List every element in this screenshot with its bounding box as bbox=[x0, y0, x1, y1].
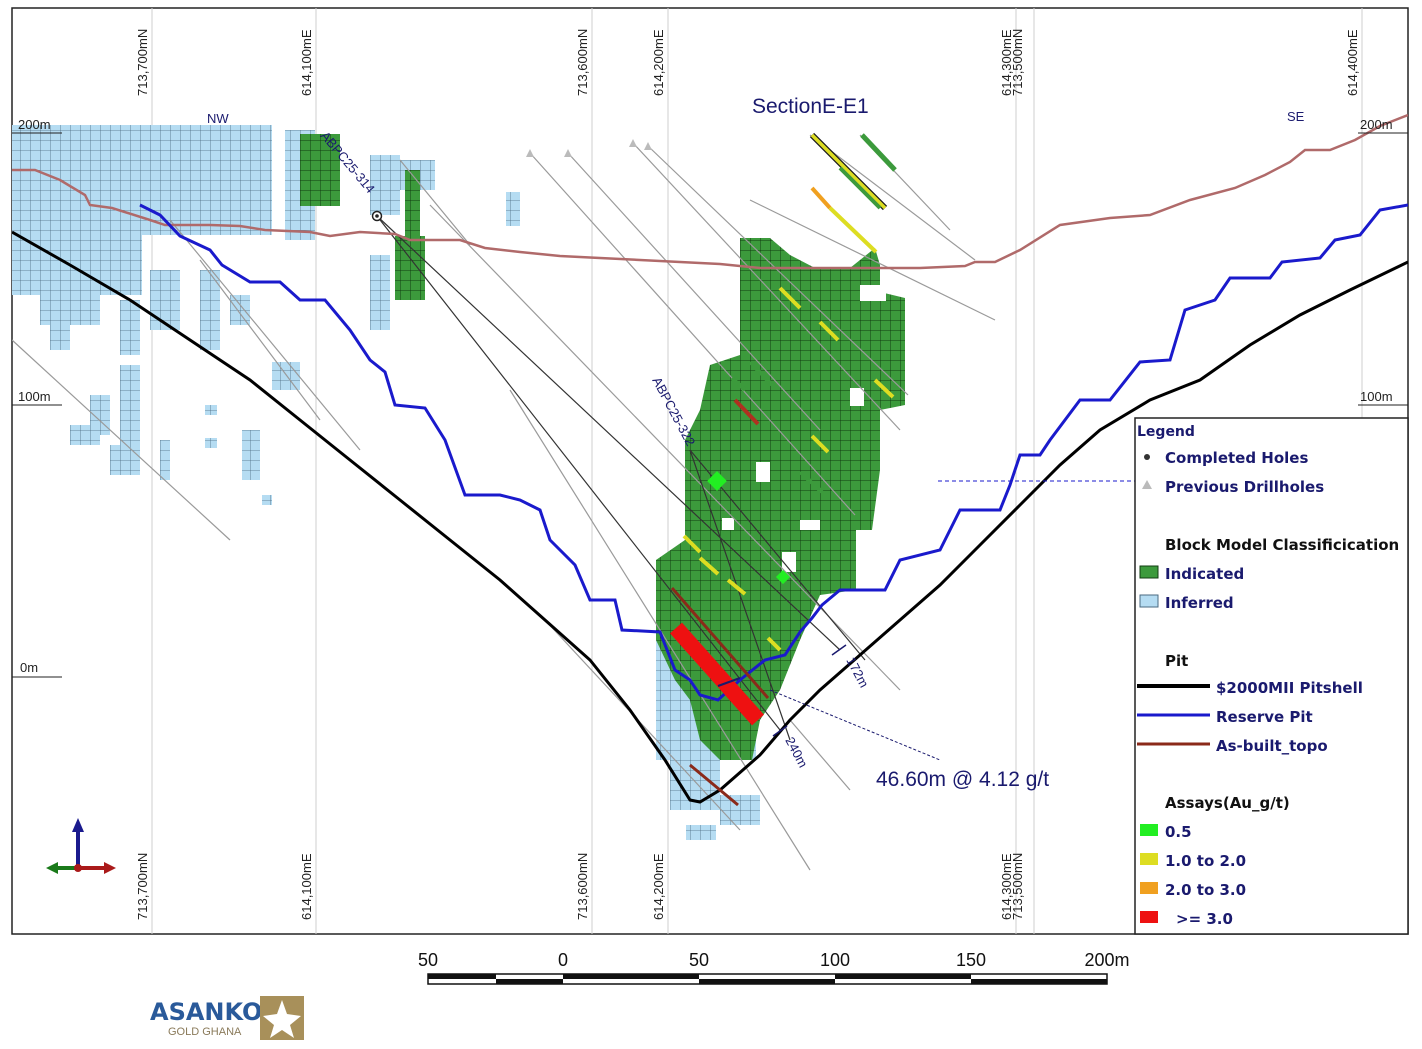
logo-name: ASANKO bbox=[150, 998, 262, 1026]
grid-label-bottom-2: 614,100mE bbox=[299, 853, 314, 920]
elevation-labels: 200m 100m 0m 200m 100m bbox=[12, 117, 1408, 678]
grid-label-top-2: 614,100mE bbox=[299, 29, 314, 96]
elev-left-200: 200m bbox=[18, 117, 51, 132]
assay-1-2-swatch bbox=[1140, 853, 1158, 865]
assay-05-swatch bbox=[1140, 824, 1158, 836]
legend-title: Legend bbox=[1137, 424, 1195, 440]
intercept-leader-line bbox=[769, 689, 941, 761]
assay-2-3-swatch bbox=[1140, 882, 1158, 894]
legend-assay-1: 0.5 bbox=[1165, 823, 1192, 841]
grid-label-top-6: 713,500mN bbox=[1010, 29, 1025, 96]
axis-orientation-icon bbox=[46, 818, 116, 874]
legend-previous-drillholes: Previous Drillholes bbox=[1165, 478, 1324, 496]
grid-label-top-4: 614,200mE bbox=[651, 29, 666, 96]
grid-label-bottom-6: 713,500mN bbox=[1010, 853, 1025, 920]
grid-labels-bottom: 713,700mN 614,100mE 713,600mN 614,200mE … bbox=[135, 853, 1025, 920]
elev-left-0: 0m bbox=[20, 660, 38, 675]
legend-assay-3: 2.0 to 3.0 bbox=[1165, 881, 1246, 899]
reserve-pit-line bbox=[139, 203, 1408, 702]
scale-label-1: 50 bbox=[418, 950, 438, 970]
previous-drillhole-legend-icon bbox=[1142, 480, 1152, 489]
scale-label-3: 50 bbox=[689, 950, 709, 970]
legend-inferred: Inferred bbox=[1165, 594, 1234, 612]
scale-label-6: 200m bbox=[1084, 950, 1129, 970]
completed-hole-legend-icon bbox=[1144, 454, 1150, 460]
grid-label-top-7: 614,400mE bbox=[1345, 29, 1360, 96]
previous-hole-collars bbox=[526, 139, 652, 157]
assay-segments bbox=[670, 132, 897, 807]
logo-subtitle: GOLD GHANA bbox=[168, 1026, 242, 1038]
end-of-hole-ticks bbox=[772, 644, 847, 737]
logo-star-icon bbox=[263, 1000, 301, 1038]
scale-bar: 50 0 50 100 150 200m bbox=[418, 950, 1130, 985]
legend-assays-title: Assays(Au_g/t) bbox=[1165, 794, 1290, 812]
elev-right-200: 200m bbox=[1360, 117, 1393, 132]
grid-label-top-3: 713,600mN bbox=[575, 29, 590, 96]
elev-right-100: 100m bbox=[1360, 389, 1393, 404]
grid-label-top-1: 713,700mN bbox=[135, 29, 150, 96]
scale-label-4: 100 bbox=[820, 950, 850, 970]
legend-reserve-pit: Reserve Pit bbox=[1216, 708, 1313, 726]
section-title: SectionE-E1 bbox=[752, 95, 869, 118]
legend-pitshell: $2000MII Pitshell bbox=[1216, 679, 1363, 697]
previous-drillholes bbox=[12, 134, 996, 871]
grid-labels-top: 713,700mN 614,100mE 713,600mN 614,200mE … bbox=[135, 29, 1360, 96]
direction-nw: NW bbox=[207, 111, 229, 126]
legend-as-built: As-built_topo bbox=[1216, 737, 1328, 755]
intercept-label: 46.60m @ 4.12 g/t bbox=[876, 768, 1049, 791]
legend-completed-holes: Completed Holes bbox=[1165, 449, 1308, 467]
legend: Legend Completed Holes Previous Drillhol… bbox=[1134, 417, 1409, 935]
as-built-topo-line bbox=[12, 113, 1408, 270]
assay-3-swatch bbox=[1140, 911, 1158, 923]
grid-label-bottom-3: 713,600mN bbox=[575, 853, 590, 920]
asanko-logo: ASANKO GOLD GHANA bbox=[150, 996, 304, 1040]
indicated-swatch bbox=[1139, 565, 1159, 579]
grid-label-bottom-5: 614,300mE bbox=[999, 853, 1014, 920]
legend-assay-4: >= 3.0 bbox=[1176, 910, 1233, 928]
scale-label-2: 0 bbox=[558, 950, 568, 970]
grid-label-bottom-4: 614,200mE bbox=[651, 853, 666, 920]
legend-indicated: Indicated bbox=[1165, 565, 1244, 583]
elev-left-100: 100m bbox=[18, 389, 51, 404]
legend-block-model-title: Block Model Classificication bbox=[1165, 536, 1399, 554]
grid-label-top-5: 614,300mE bbox=[999, 29, 1014, 96]
scale-label-5: 150 bbox=[956, 950, 986, 970]
grid-label-bottom-1: 713,700mN bbox=[135, 853, 150, 920]
legend-assay-2: 1.0 to 2.0 bbox=[1165, 852, 1246, 870]
legend-pit-title: Pit bbox=[1165, 652, 1188, 670]
direction-se: SE bbox=[1287, 109, 1305, 124]
inferred-swatch bbox=[1139, 594, 1159, 608]
